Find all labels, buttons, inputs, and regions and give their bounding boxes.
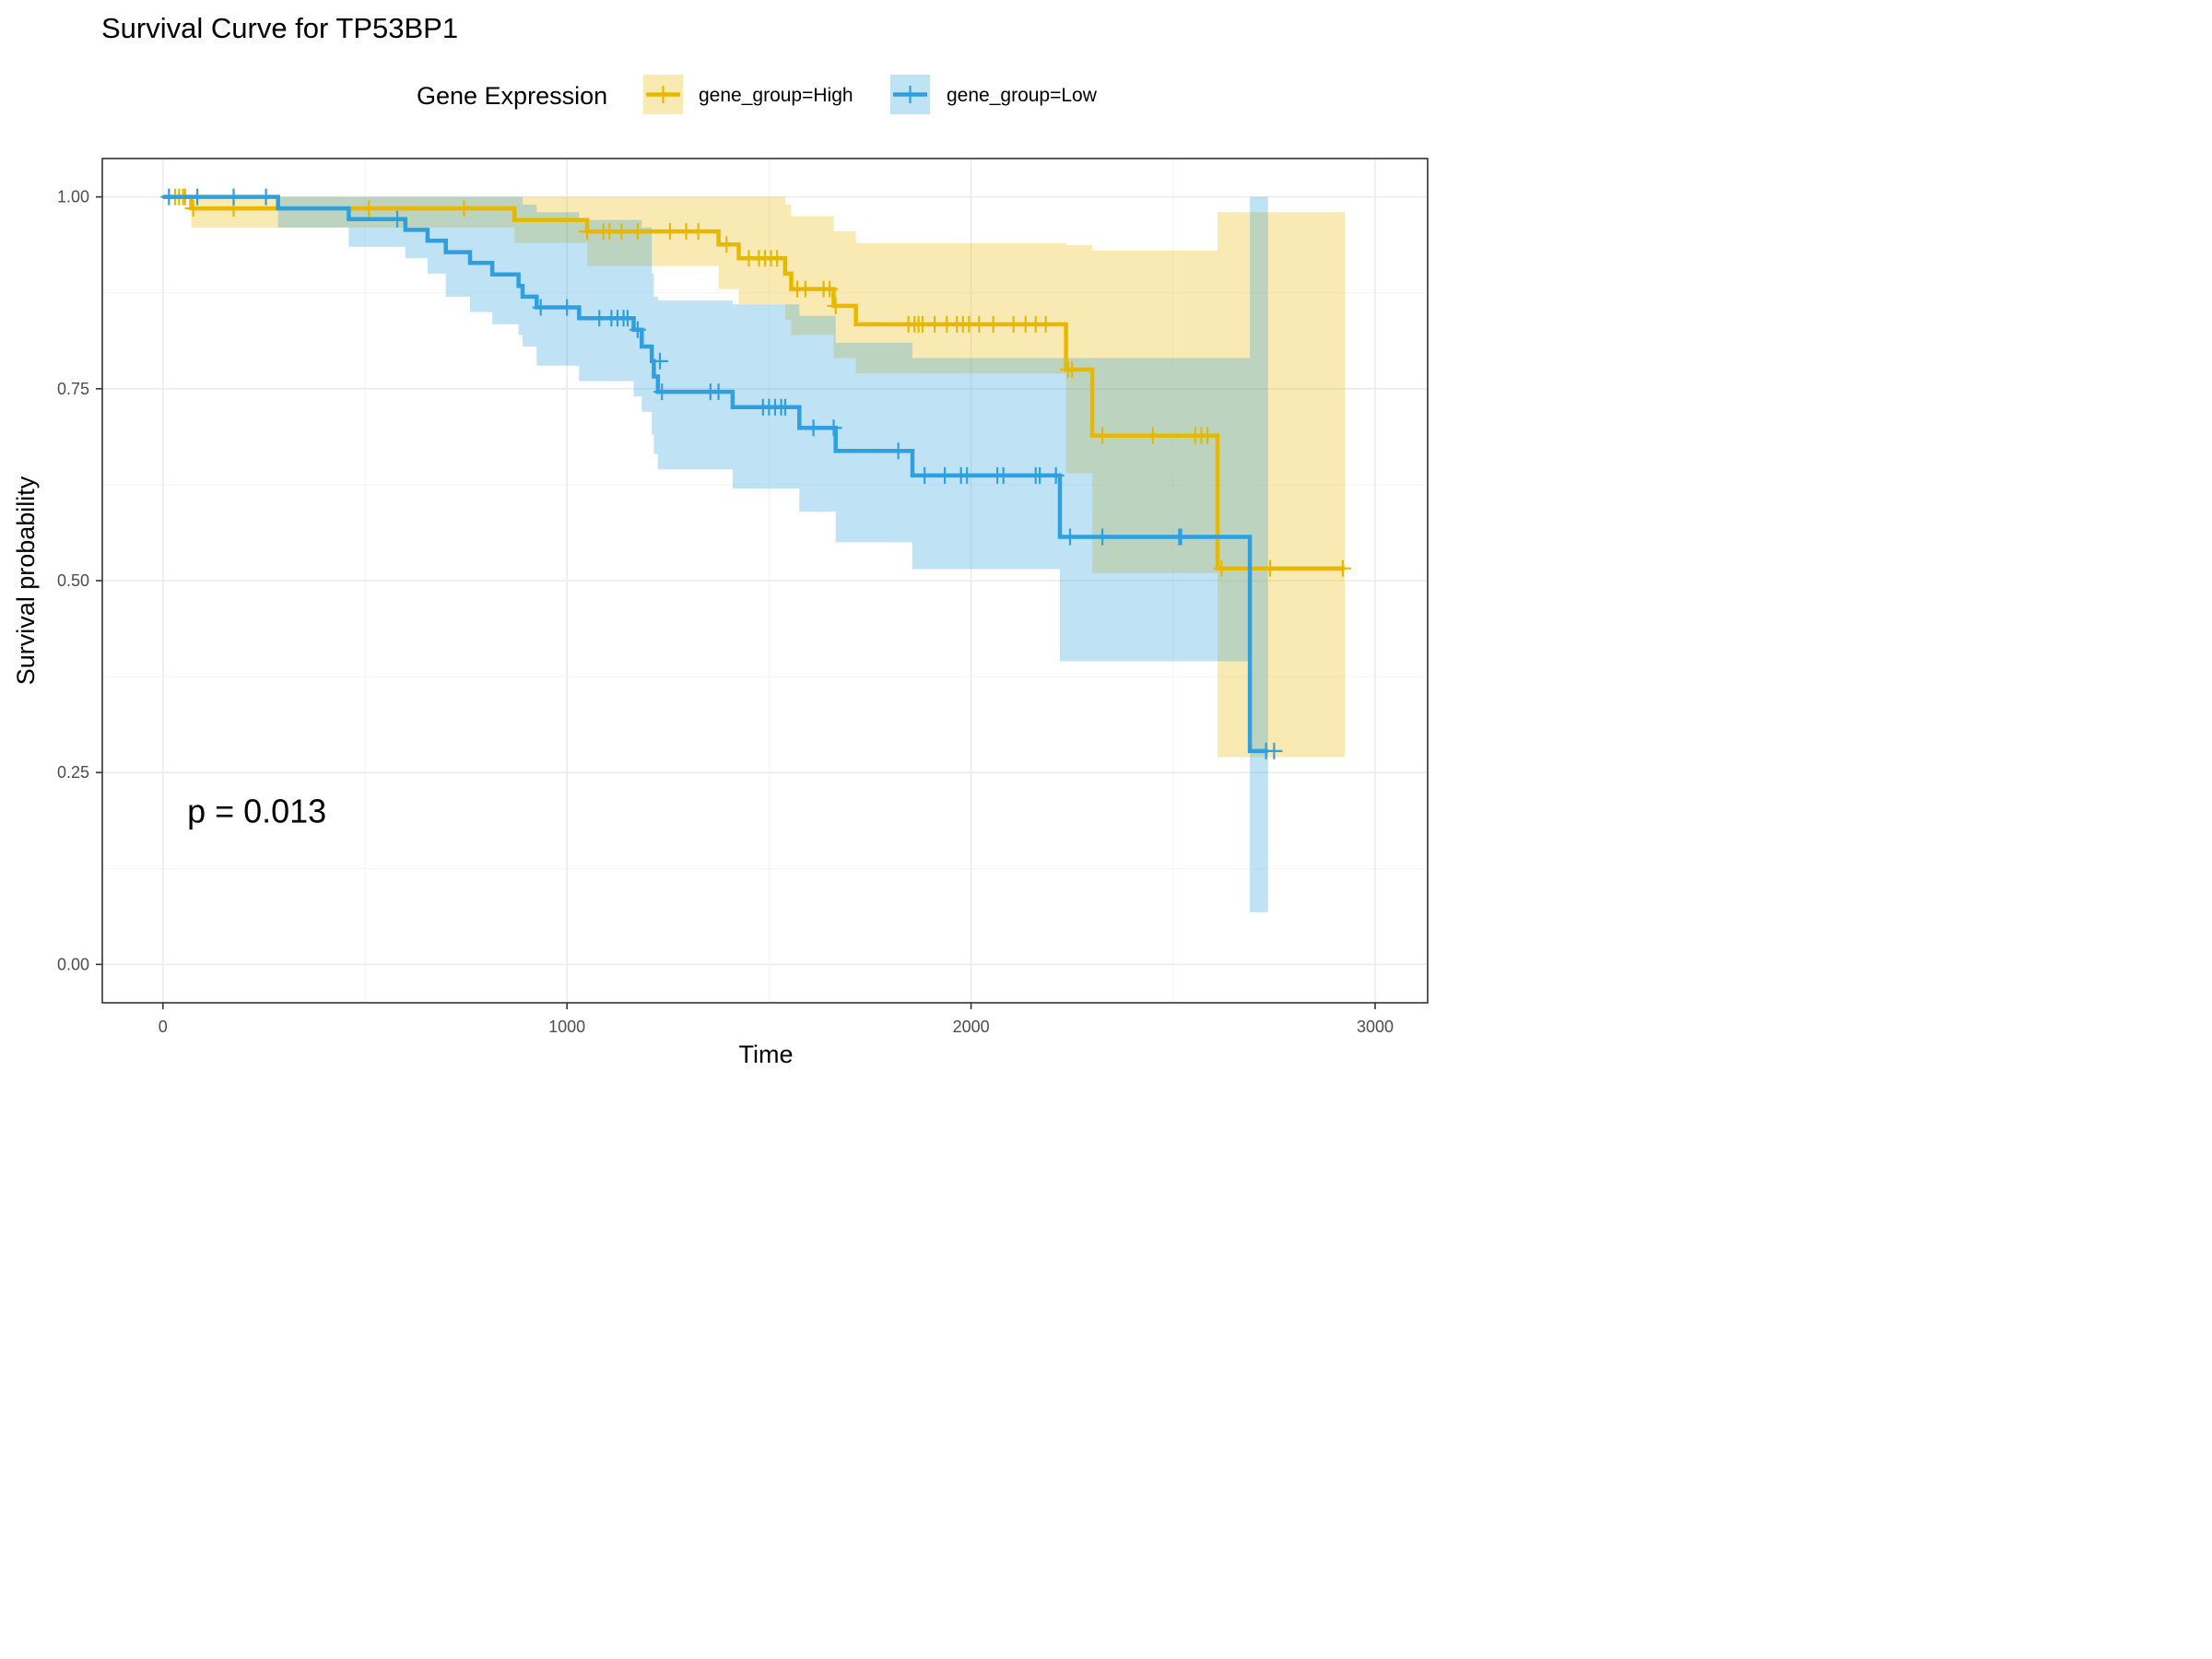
legend-item-low: gene_group=Low (890, 75, 1098, 114)
censor-mark-high (827, 297, 844, 314)
censor-mark-high (1334, 559, 1351, 577)
censor-mark-low (1094, 528, 1112, 546)
censor-mark-low (959, 466, 976, 484)
censor-mark-low (994, 466, 1012, 484)
censor-mark-low (1031, 466, 1049, 484)
censor-mark-low (257, 188, 275, 206)
censor-mark-low (1062, 528, 1079, 546)
legend-label-low: gene_group=Low (947, 85, 1098, 106)
censor-mark-high (769, 250, 786, 267)
plot-area: p = 0.013 (101, 158, 1429, 1004)
censor-mark-high (613, 223, 630, 241)
y-tick-label: 0.75 (57, 380, 89, 398)
y-tick-label: 1.00 (57, 188, 89, 206)
censor-mark-low (936, 466, 954, 484)
censor-mark-high (796, 280, 814, 298)
censor-mark-high (971, 315, 988, 333)
censor-mark-high (1199, 427, 1217, 444)
censor-mark-low (532, 299, 549, 316)
legend: Gene Expression gene_group=High gene_grou… (417, 75, 1098, 114)
censor-mark-low (618, 310, 636, 327)
censor-mark-high (661, 223, 678, 241)
censor-mark-low (225, 188, 242, 206)
x-tick-label: 1000 (548, 1018, 585, 1036)
legend-label-high: gene_group=High (699, 85, 853, 106)
censor-mark-high (629, 223, 646, 241)
censor-mark-low (825, 419, 842, 437)
x-tick-label: 0 (159, 1018, 168, 1036)
censor-mark-high (184, 200, 202, 218)
censor-mark-low (1047, 466, 1065, 484)
survival-chart: Survival Curve for TP53BP1 Gene Expressi… (12, 12, 1429, 1068)
x-axis-title: Time (739, 1041, 794, 1068)
censor-mark-high (821, 280, 839, 298)
y-tick-label: 0.00 (57, 955, 89, 973)
censor-mark-low (559, 299, 576, 316)
censor-mark-high (689, 223, 707, 241)
survival-line-high (162, 194, 1346, 571)
y-tick-label: 0.25 (57, 763, 89, 782)
y-tick-label: 0.50 (57, 571, 89, 590)
censor-mark-low (1172, 528, 1190, 546)
confidence-band-high (162, 196, 1346, 758)
censor-mark-high (1213, 559, 1230, 577)
confidence-band-low (162, 196, 1268, 912)
censor-mark-high (1094, 427, 1112, 444)
censor-mark-high (455, 200, 473, 218)
censor-mark-low (710, 383, 727, 401)
censor-mark-low (629, 321, 646, 338)
censor-mark-low (652, 352, 669, 370)
censor-mark-high (1144, 427, 1161, 444)
censor-mark-high (360, 200, 378, 218)
x-tick-label: 2000 (953, 1018, 990, 1036)
censor-mark-high (579, 223, 596, 241)
censor-mark-low (653, 383, 671, 401)
legend-item-high: gene_group=High (643, 75, 853, 114)
y-axis-title: Survival probability (12, 476, 40, 685)
censor-mark-high (1262, 559, 1279, 577)
legend-title: Gene Expression (417, 82, 607, 110)
x-tick-label: 3000 (1357, 1018, 1394, 1036)
censor-mark-high (1037, 315, 1054, 333)
censor-mark-low (1265, 742, 1283, 759)
censor-mark-low (889, 442, 907, 460)
censor-mark-low (805, 419, 822, 437)
censor-mark-high (1064, 361, 1081, 378)
censor-mark-high (718, 236, 735, 253)
censor-mark-low (160, 188, 178, 206)
censor-mark-low (776, 398, 794, 416)
p-value-annotation: p = 0.013 (187, 792, 326, 830)
censor-mark-low (189, 188, 206, 206)
censor-mark-low (916, 466, 934, 484)
censor-mark-low (389, 210, 406, 228)
chart-title: Survival Curve for TP53BP1 (101, 12, 458, 44)
censor-mark-high (984, 315, 1002, 333)
